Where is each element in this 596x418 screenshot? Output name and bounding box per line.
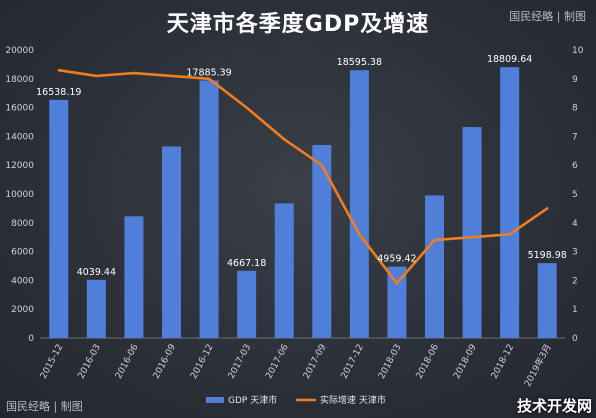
y-right-tick-label: 1 bbox=[572, 305, 578, 315]
x-tick-label: 2016-09 bbox=[152, 342, 179, 380]
x-tick-label: 2018-12 bbox=[490, 343, 516, 381]
y-left-tick-label: 6000 bbox=[11, 248, 34, 258]
gdp-bar bbox=[162, 146, 181, 338]
y-left-tick-label: 10000 bbox=[5, 190, 34, 200]
gdp-data-label: 16538.19 bbox=[36, 87, 81, 98]
brand-watermark-top: 国民经略 | 制图 bbox=[509, 10, 586, 23]
gdp-bar bbox=[237, 270, 257, 338]
x-tick-label: 2018-09 bbox=[452, 342, 479, 380]
gdp-bar bbox=[49, 99, 69, 338]
y-left-tick-label: 14000 bbox=[5, 132, 34, 142]
chart-title: 天津市各季度GDP及增速 bbox=[166, 12, 430, 37]
y-right-tick-label: 0 bbox=[572, 334, 578, 344]
y-left-tick-label: 20000 bbox=[5, 46, 34, 56]
x-tick-label: 2016-06 bbox=[114, 342, 141, 380]
gdp-data-label: 4959.42 bbox=[377, 254, 416, 265]
y-left-tick-label: 8000 bbox=[11, 219, 34, 229]
y-right-tick-label: 5 bbox=[572, 190, 578, 200]
gdp-bar bbox=[462, 127, 482, 338]
gdp-bar bbox=[349, 70, 369, 338]
y-right-tick-label: 6 bbox=[572, 161, 578, 171]
legend-gdp-swatch bbox=[206, 397, 224, 403]
gdp-bar bbox=[500, 67, 520, 339]
y-left-tick-label: 16000 bbox=[5, 104, 34, 114]
x-tick-label: 2017-06 bbox=[264, 342, 291, 380]
gdp-data-label: 4667.18 bbox=[227, 258, 266, 269]
x-tick-label: 2015-12 bbox=[39, 343, 65, 381]
x-tick-label: 2018-03 bbox=[377, 343, 403, 381]
y-left-tick-label: 12000 bbox=[5, 161, 34, 171]
gdp-data-label: 4039.44 bbox=[77, 267, 116, 278]
y-right-tick-label: 2 bbox=[572, 276, 578, 286]
gdp-data-label: 17885.39 bbox=[186, 67, 231, 78]
y-right-tick-label: 8 bbox=[572, 104, 578, 114]
brand-watermark-bottom: 国民经略 | 制图 bbox=[6, 400, 83, 413]
gdp-data-label: 5198.98 bbox=[528, 250, 567, 261]
growth-line bbox=[57, 68, 549, 285]
corner-watermark: 技术开发网 bbox=[516, 397, 592, 415]
y-left-tick-label: 4000 bbox=[11, 276, 34, 286]
y-right-tick-label: 9 bbox=[572, 75, 578, 85]
gdp-bar bbox=[312, 145, 332, 338]
y-right-tick-label: 10 bbox=[572, 46, 584, 56]
gdp-bar bbox=[387, 266, 407, 338]
legend-growth-label: 实际增速 天津市 bbox=[320, 394, 386, 406]
y-right-tick-label: 4 bbox=[572, 219, 578, 229]
x-tick-label: 2019年3月 bbox=[521, 342, 553, 389]
gdp-bar bbox=[199, 80, 219, 339]
x-tick-label: 2016-12 bbox=[189, 343, 215, 381]
gdp-bar bbox=[425, 195, 444, 338]
x-tick-label: 2018-06 bbox=[415, 342, 442, 380]
gdp-bar bbox=[537, 263, 557, 338]
y-right-tick-label: 7 bbox=[572, 132, 578, 142]
x-tick-label: 2017-12 bbox=[340, 343, 366, 381]
y-left-tick-label: 2000 bbox=[11, 305, 34, 315]
legend-gdp-label: GDP 天津市 bbox=[228, 394, 277, 406]
y-right-tick-label: 3 bbox=[572, 248, 578, 258]
x-tick-label: 2017-03 bbox=[227, 343, 253, 381]
gdp-bar bbox=[86, 279, 106, 338]
x-tick-label: 2017-09 bbox=[302, 342, 329, 380]
gdp-data-label: 18595.38 bbox=[337, 57, 382, 68]
gdp-bar bbox=[274, 203, 294, 338]
x-tick-label: 2016-03 bbox=[77, 343, 103, 381]
gdp-data-label: 18809.64 bbox=[487, 54, 532, 65]
y-left-tick-label: 18000 bbox=[5, 75, 34, 85]
gdp-bar bbox=[124, 216, 144, 338]
y-left-tick-label: 0 bbox=[28, 334, 34, 344]
